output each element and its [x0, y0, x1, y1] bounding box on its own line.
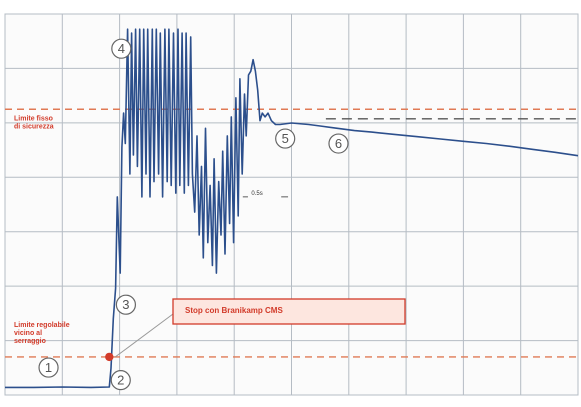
- step-marker: [275, 128, 296, 149]
- adjustable-threshold-label-line: vicino al: [14, 330, 42, 337]
- callout-label: Stop con Branikamp CMS: [185, 306, 283, 315]
- callout-box: [172, 298, 406, 325]
- high-threshold-label: Limite fisso di sicurezza: [14, 115, 54, 130]
- step-marker-label: 2: [117, 373, 124, 388]
- series-group: [5, 28, 579, 389]
- step-marker: [328, 133, 349, 154]
- adjustable-threshold-label-line: Limite regolabile: [14, 322, 70, 329]
- step-marker: [115, 294, 137, 315]
- callout-leader: [114, 313, 174, 358]
- stop-point-marker: [105, 352, 114, 362]
- adjustable-threshold-label: Limite regolabile vicino al serraggio: [14, 322, 70, 345]
- mid-note: 0.5s: [251, 191, 262, 197]
- series-line: [5, 28, 579, 389]
- high-threshold-label-line: di sicurezza: [14, 123, 54, 130]
- adjustable-threshold-label-line: serraggio: [14, 338, 46, 345]
- grid: [4, 13, 579, 396]
- annotations-group: Limite fisso di sicurezza Limite regolabil…: [14, 38, 406, 391]
- step-marker-label: 1: [45, 360, 52, 375]
- step-marker: [110, 370, 131, 391]
- step-marker-label: 3: [122, 297, 129, 312]
- step-marker-label: 5: [282, 131, 289, 146]
- step-marker-label: 4: [118, 41, 125, 56]
- step-marker-label: 6: [335, 136, 342, 151]
- thresholds: [5, 108, 578, 358]
- step-marker: [111, 38, 132, 59]
- high-threshold-label-line: Limite fisso: [14, 115, 53, 122]
- step-marker: [38, 357, 59, 378]
